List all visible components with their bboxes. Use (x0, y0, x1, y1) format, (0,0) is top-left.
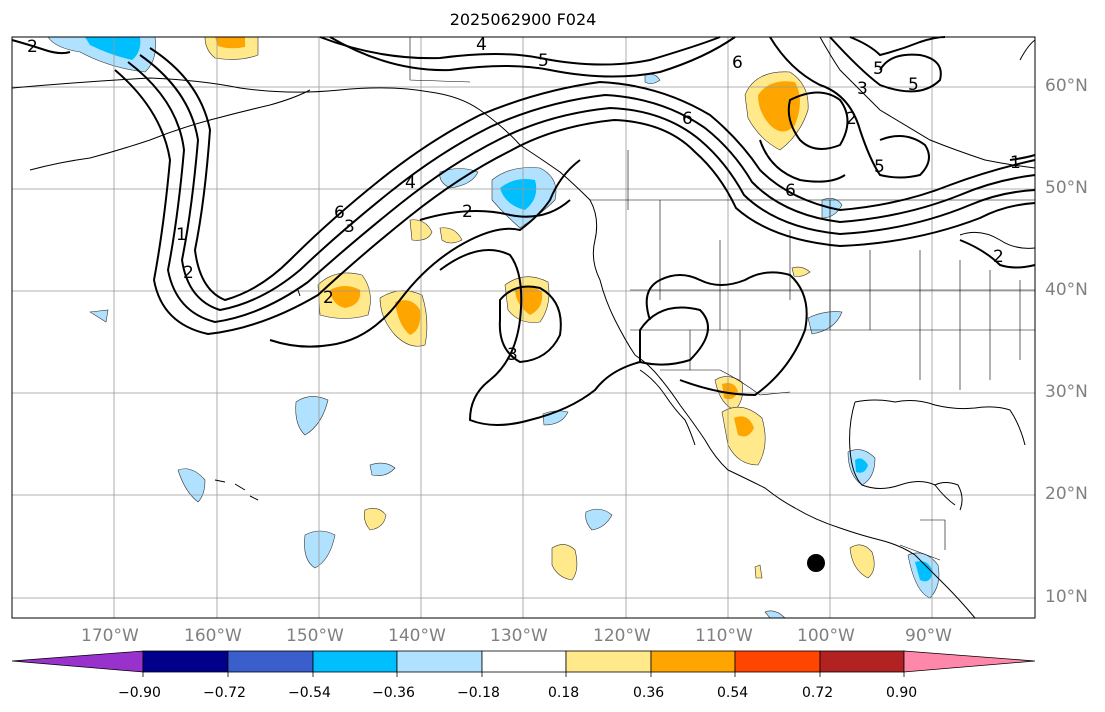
colorbar-swatch (396, 650, 483, 673)
colorbar-tick-label: 0.54 (717, 685, 749, 701)
colorbar-swatch (227, 650, 314, 673)
lon-label: 100°W (797, 626, 855, 646)
contour-label: 2 (183, 263, 194, 283)
lon-label: 120°W (593, 626, 651, 646)
colorbar-swatch (650, 650, 736, 673)
coastlines (11, 36, 1036, 619)
contour-label: 3 (857, 79, 868, 99)
contour-label: 5 (538, 51, 549, 71)
colorbar-swatch (142, 650, 229, 673)
colorbar-swatch (11, 650, 144, 673)
contour-label: 6 (732, 53, 743, 73)
lat-label: 60°N (1045, 76, 1088, 96)
lat-label: 20°N (1045, 484, 1088, 504)
lon-label: 170°W (81, 626, 139, 646)
borders (409, 37, 1035, 561)
colorbar-swatch (481, 650, 567, 673)
storm-center-dot (807, 554, 825, 572)
contour-labels: 2 4 5 6 6 5 3 5 2 6 5 1 2 6 4 3 1 2 2 3 … (27, 35, 1021, 365)
colorbar-tick-label: −0.18 (457, 685, 500, 701)
contour-label: 4 (405, 173, 416, 193)
positive-shading (204, 36, 875, 581)
colorbar-swatch (565, 650, 652, 673)
contour-label: 6 (785, 181, 796, 201)
contour-label: 6 (334, 203, 345, 223)
negative-shading (47, 36, 940, 619)
map-title: 2025062900 F024 (449, 10, 597, 29)
colorbar-swatch (819, 650, 905, 673)
contour-label: 2 (323, 288, 334, 308)
colorbar-tick-label: −0.54 (288, 685, 331, 701)
colorbar-swatch (734, 650, 821, 673)
colorbar-tick-label: 0.36 (633, 685, 665, 701)
contour-label: 5 (874, 157, 885, 177)
map-frame (11, 36, 1036, 619)
colorbar-tick-label: −0.36 (372, 685, 415, 701)
lon-label: 130°W (490, 626, 548, 646)
contour-lines (11, 36, 1036, 426)
colorbar-tick-label: 0.18 (548, 685, 580, 701)
contour-label: 3 (344, 217, 355, 237)
contour-label: 3 (507, 345, 518, 365)
colorbar-tick-label: 0.90 (886, 685, 918, 701)
contour-label: 1 (176, 225, 187, 245)
contour-label: 2 (846, 109, 857, 129)
graticule (12, 37, 1035, 618)
colorbar (11, 650, 1036, 677)
contour-label: 4 (476, 35, 487, 55)
lat-label: 30°N (1045, 382, 1088, 402)
lon-label: 160°W (184, 626, 242, 646)
contour-label: 2 (462, 202, 473, 222)
lon-label: 90°W (905, 626, 952, 646)
contour-label: 2 (27, 37, 38, 57)
lat-label: 10°N (1045, 587, 1088, 607)
contour-label: 2 (993, 247, 1004, 267)
lat-label: 50°N (1045, 178, 1088, 198)
colorbar-tick-label: −0.90 (118, 685, 161, 701)
colorbar-swatch (903, 650, 1036, 673)
colorbar-tick-label: −0.72 (203, 685, 246, 701)
lon-label: 140°W (388, 626, 446, 646)
lon-label: 150°W (286, 626, 344, 646)
lat-label: 40°N (1045, 280, 1088, 300)
contour-label: 5 (908, 75, 919, 95)
colorbar-tick-label: 0.72 (802, 685, 834, 701)
contour-label: 6 (682, 109, 693, 129)
contour-label: 5 (873, 59, 884, 79)
contour-label: 1 (1010, 153, 1021, 173)
lon-label: 110°W (695, 626, 753, 646)
colorbar-swatch (312, 650, 398, 673)
